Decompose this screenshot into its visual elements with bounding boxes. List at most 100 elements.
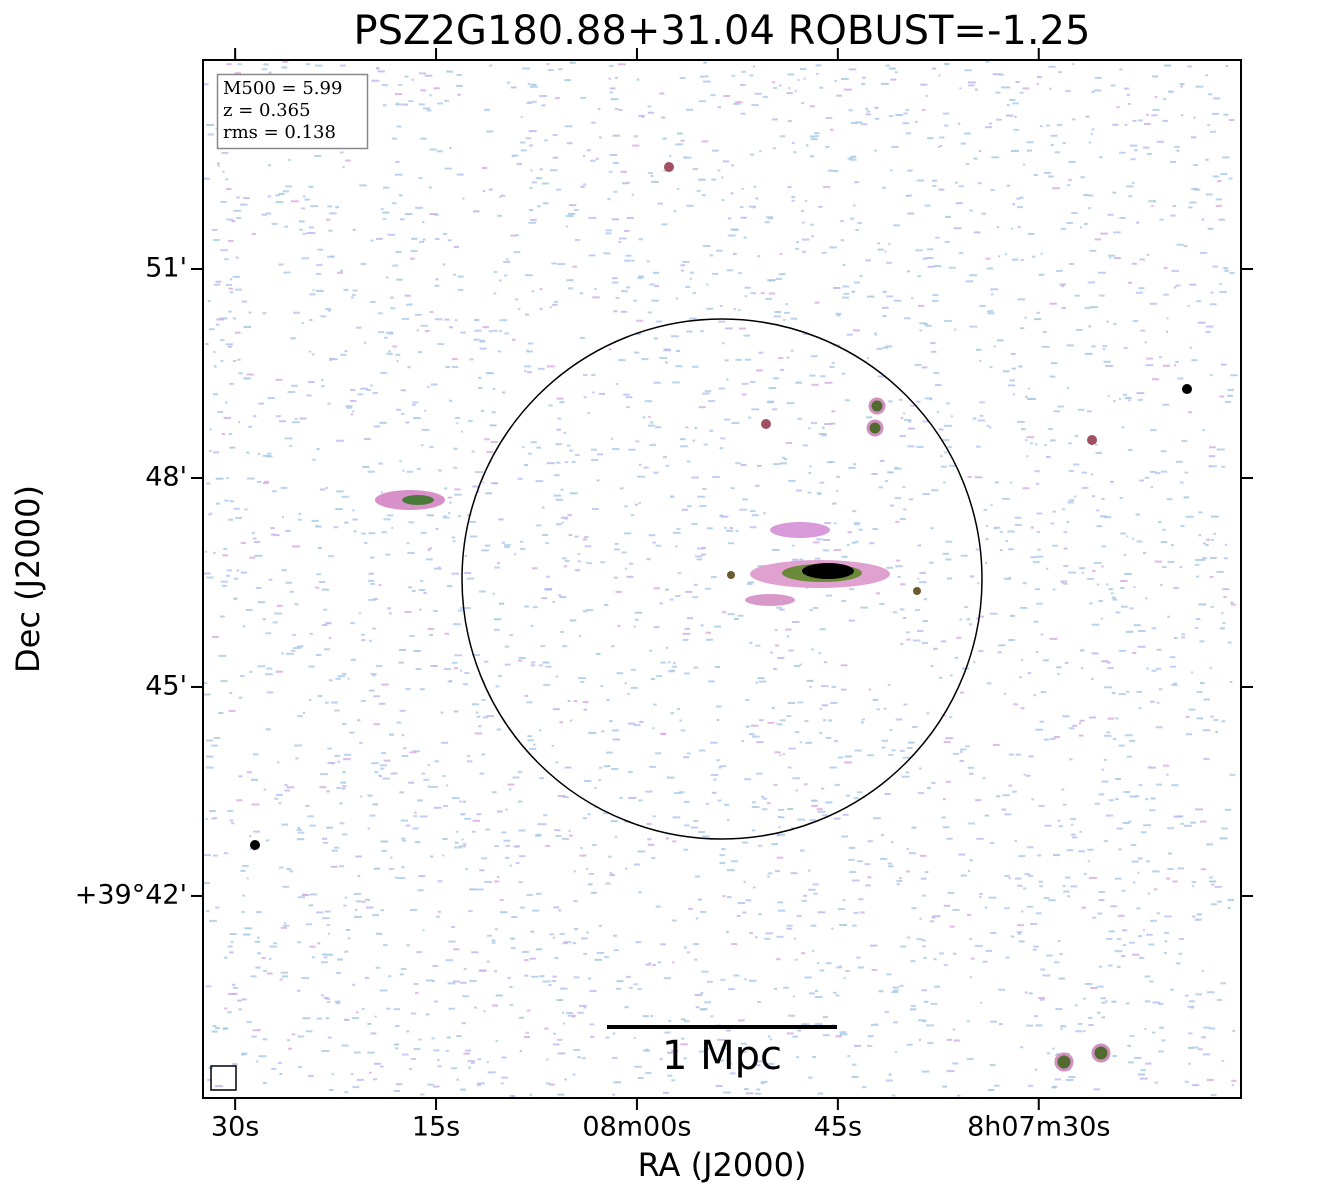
speckle — [226, 63, 232, 66]
speckle — [474, 1006, 477, 1009]
speckle — [839, 1031, 847, 1034]
speckle — [728, 988, 735, 991]
speckle — [795, 958, 798, 961]
speckle — [1068, 727, 1075, 730]
speckle — [557, 795, 566, 797]
speckle — [1171, 784, 1179, 787]
speckle — [722, 611, 727, 614]
speckle — [762, 95, 769, 98]
speckle — [702, 392, 710, 395]
speckle — [725, 1029, 731, 1032]
speckle — [829, 246, 837, 249]
speckle — [648, 172, 653, 174]
speckle — [306, 63, 311, 66]
speckle — [1062, 142, 1066, 144]
speckle — [1071, 836, 1078, 839]
speckle — [1119, 217, 1126, 219]
speckle — [1219, 395, 1225, 398]
speckle — [246, 477, 255, 480]
speckle — [237, 63, 242, 66]
speckle — [232, 275, 240, 278]
speckle — [526, 701, 533, 704]
speckle — [302, 195, 306, 198]
speckle — [514, 845, 519, 848]
speckle — [344, 950, 349, 953]
speckle — [630, 686, 638, 689]
speckle — [1124, 734, 1133, 737]
speckle — [216, 502, 221, 505]
speckle — [867, 295, 875, 298]
speckle — [759, 719, 764, 722]
speckle — [543, 814, 548, 817]
speckle — [562, 942, 568, 945]
speckle — [1191, 187, 1198, 190]
speckle — [787, 120, 792, 123]
speckle — [823, 1016, 828, 1019]
speckle — [920, 877, 927, 880]
speckle — [719, 304, 723, 307]
speckle — [1054, 961, 1060, 964]
speckle — [1203, 1026, 1210, 1029]
speckle — [985, 126, 992, 129]
speckle — [340, 781, 346, 784]
speckle — [287, 391, 296, 393]
speckle — [823, 1034, 830, 1037]
speckle — [833, 287, 841, 289]
speckle — [526, 350, 533, 353]
speckle — [1049, 637, 1058, 640]
speckle — [445, 1049, 449, 1052]
speckle — [227, 1011, 232, 1014]
speckle — [692, 439, 696, 442]
speckle — [744, 286, 751, 289]
speckle — [957, 122, 961, 125]
speckle — [459, 800, 462, 803]
speckle — [1103, 360, 1111, 363]
speckle — [724, 803, 730, 806]
speckle — [989, 612, 998, 615]
speckle — [952, 909, 960, 911]
speckle — [1144, 476, 1150, 479]
speckle — [560, 630, 565, 633]
speckle — [785, 442, 793, 444]
speckle — [327, 205, 332, 208]
speckle — [1167, 615, 1171, 618]
speckle — [434, 760, 439, 763]
speckle — [1205, 193, 1213, 196]
speckle — [689, 277, 692, 280]
speckle — [791, 544, 795, 547]
speckle — [964, 69, 972, 72]
speckle — [449, 501, 452, 504]
speckle — [758, 351, 764, 354]
speckle — [370, 384, 373, 387]
speckle — [323, 996, 329, 999]
speckle — [255, 966, 261, 969]
speckle — [979, 401, 985, 404]
speckle — [1102, 348, 1106, 351]
speckle — [953, 1039, 961, 1042]
speckle — [954, 328, 957, 331]
speckle — [316, 654, 322, 656]
speckle — [1132, 537, 1135, 540]
speckle — [680, 1018, 686, 1021]
speckle — [477, 490, 480, 493]
speckle — [820, 685, 829, 688]
speckle — [1185, 994, 1189, 997]
speckle — [1062, 715, 1070, 718]
speckle — [379, 989, 388, 992]
speckle — [967, 475, 972, 478]
speckle — [241, 998, 247, 1001]
speckle — [340, 151, 344, 154]
speckle — [1150, 470, 1157, 473]
speckle — [381, 84, 389, 87]
speckle — [278, 866, 284, 869]
speckle — [900, 417, 904, 420]
speckle — [906, 1043, 913, 1046]
speckle — [788, 479, 796, 482]
speckle — [568, 287, 574, 290]
speckle — [990, 932, 997, 934]
speckle — [1039, 125, 1043, 128]
speckle — [899, 945, 907, 948]
speckle — [950, 415, 953, 418]
speckle — [609, 87, 616, 90]
speckle — [511, 916, 518, 919]
